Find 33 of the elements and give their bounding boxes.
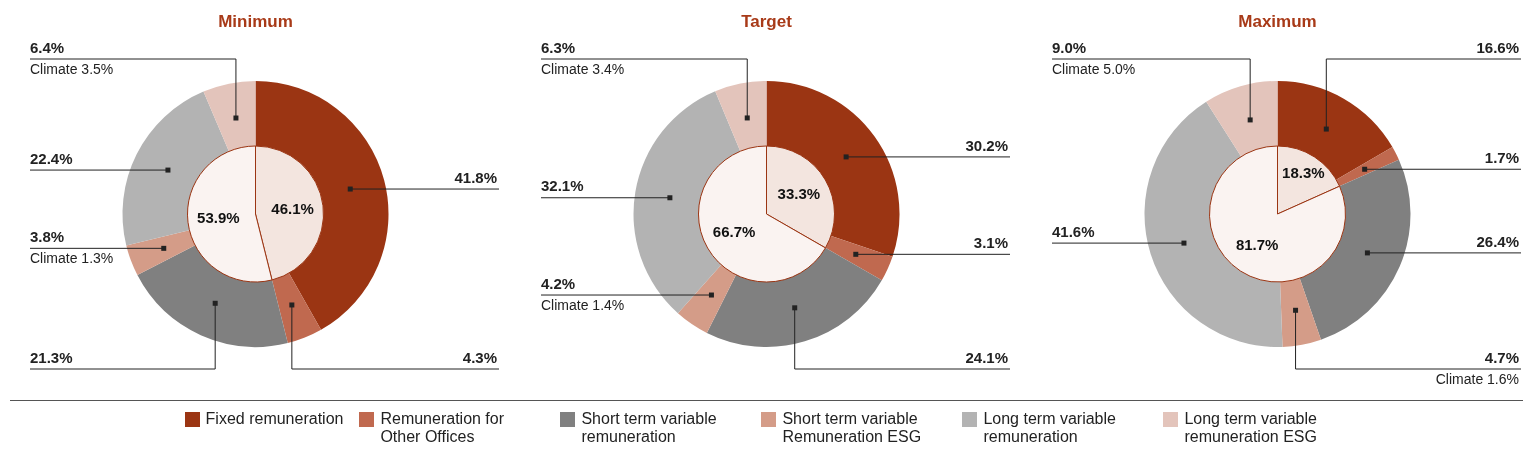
- data-label: 1.7%: [1484, 148, 1519, 166]
- legend-label: Long term variable remuneration ESG: [1184, 410, 1318, 446]
- data-label: 81.7%: [1235, 235, 1279, 253]
- data-label: 3.1%: [973, 233, 1008, 251]
- data-label: 53.9%: [197, 208, 240, 226]
- data-label: 30.2%: [965, 136, 1008, 154]
- data-label: 21.3%: [30, 348, 73, 366]
- data-label: 4.3%: [462, 348, 497, 366]
- legend-label: Short term variable Remuneration ESG: [782, 410, 923, 446]
- legend-label: Long term variable remuneration: [983, 410, 1117, 446]
- data-label: 4.7% Climate 1.6%: [1435, 348, 1519, 387]
- data-label: 32.1%: [541, 177, 584, 195]
- data-label: 33.3%: [777, 185, 821, 203]
- chart-title: Minimum: [217, 12, 294, 32]
- data-label: 6.3% Climate 3.4%: [541, 38, 625, 77]
- legend-label: Remuneration for Other Offices: [380, 410, 506, 446]
- data-label: 3.8% Climate 1.3%: [30, 227, 114, 267]
- data-label: 18.3%: [1282, 164, 1325, 182]
- data-label: 46.1%: [271, 199, 314, 217]
- data-label: 4.2% Climate 1.4%: [541, 274, 625, 313]
- chart-title: Maximum: [1237, 12, 1318, 32]
- chart-title: Target: [740, 12, 793, 32]
- data-label: 26.4%: [1476, 232, 1519, 250]
- data-label: 22.4%: [30, 149, 73, 167]
- data-label: 9.0% Climate 5.0%: [1052, 38, 1136, 77]
- data-label: 41.8%: [454, 168, 497, 186]
- legend-label: Short term variable remuneration: [581, 410, 718, 446]
- data-label: 24.1%: [965, 348, 1008, 366]
- data-label: 16.6%: [1476, 38, 1519, 56]
- data-label: 66.7%: [712, 222, 756, 240]
- data-label: 6.4% Climate 3.5%: [30, 38, 114, 77]
- data-label: 41.6%: [1052, 222, 1095, 240]
- legend-label: Fixed remuneration: [205, 410, 344, 428]
